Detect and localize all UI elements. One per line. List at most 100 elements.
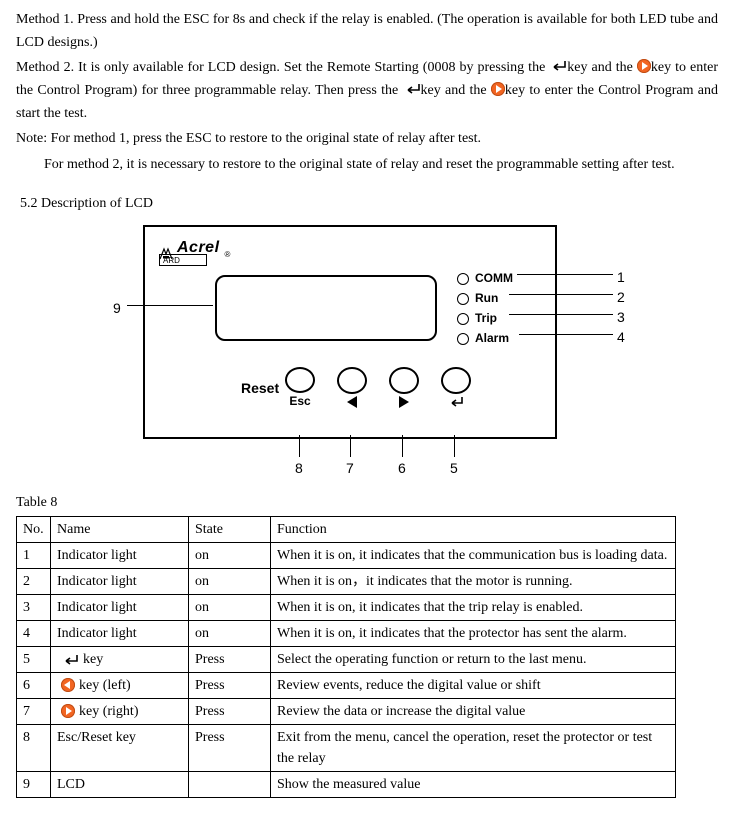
callout-line	[350, 435, 351, 457]
cell-no: 9	[17, 771, 51, 797]
method2-text: Method 2. It is only available for LCD d…	[16, 56, 718, 125]
led-label: Trip	[475, 309, 497, 329]
led-comm: COMM	[457, 269, 513, 289]
cell-name-text: key (left)	[79, 675, 131, 696]
cell-name: Indicator light	[51, 594, 189, 620]
btn-esc-label: Esc	[289, 395, 310, 409]
cell-name: Indicator light	[51, 568, 189, 594]
cell-state: Press	[189, 646, 271, 672]
callout-5: 5	[450, 457, 458, 480]
cell-name-text: key (right)	[79, 701, 138, 722]
lcd-diagram: Acrel ® ARD COMM Run Trip Alarm Reset Es…	[87, 225, 647, 485]
cell-state: on	[189, 620, 271, 646]
cell-func: When it is on, it indicates that the tri…	[271, 594, 676, 620]
led-label: COMM	[475, 269, 513, 289]
m2-d: key and the	[421, 83, 491, 98]
btn-left	[335, 367, 369, 409]
led-group: COMM Run Trip Alarm	[457, 269, 513, 349]
cell-func: Show the measured value	[271, 771, 676, 797]
led-circle-icon	[457, 313, 469, 325]
th-state: State	[189, 516, 271, 542]
callout-6: 6	[398, 457, 406, 480]
cell-func: Review the data or increase the digital …	[271, 698, 676, 724]
cell-no: 1	[17, 542, 51, 568]
callout-7: 7	[346, 457, 354, 480]
callout-line	[454, 435, 455, 457]
note1-text: Note: For method 1, press the ESC to res…	[16, 127, 718, 150]
cell-func: Review events, reduce the digital value …	[271, 672, 676, 698]
callout-line	[509, 314, 613, 315]
table-row: 9LCD Show the measured value	[17, 771, 676, 797]
table-header-row: No. Name State Function	[17, 516, 676, 542]
callout-4: 4	[617, 326, 625, 349]
cell-name: Esc/Reset key	[51, 724, 189, 771]
cell-no: 2	[17, 568, 51, 594]
led-circle-icon	[457, 333, 469, 345]
cell-func: Exit from the menu, cancel the operation…	[271, 724, 676, 771]
led-label: Run	[475, 289, 498, 309]
section-title: 5.2 Description of LCD	[20, 192, 718, 215]
m2-b: key and the	[567, 60, 637, 75]
led-circle-icon	[457, 273, 469, 285]
method1-text: Method 1. Press and hold the ESC for 8s …	[16, 8, 718, 54]
table-row: 2Indicator lightonWhen it is on，it indic…	[17, 568, 676, 594]
play-left-icon	[61, 678, 75, 692]
table-row: 6 key (left) PressReview events, reduce th…	[17, 672, 676, 698]
table-row: 8Esc/Reset keyPressExit from the menu, c…	[17, 724, 676, 771]
enter-key-icon	[61, 653, 79, 665]
table-row: 7 key (right) PressReview the data or incr…	[17, 698, 676, 724]
cell-name: Indicator light	[51, 620, 189, 646]
brand-reg: ®	[225, 248, 231, 261]
btn-circle-icon	[389, 367, 419, 394]
button-row: Esc	[283, 367, 473, 409]
cell-state: Press	[189, 698, 271, 724]
cell-name: key (left)	[51, 672, 189, 698]
table-row: 3Indicator lightonWhen it is on, it indi…	[17, 594, 676, 620]
cell-name: key (right)	[51, 698, 189, 724]
led-label: Alarm	[475, 329, 509, 349]
triangle-right-icon	[399, 396, 409, 409]
cell-name-text: key	[83, 649, 103, 670]
m2-a: Method 2. It is only available for LCD d…	[16, 60, 549, 75]
btn-esc: Esc	[283, 367, 317, 409]
th-func: Function	[271, 516, 676, 542]
cell-func: When it is on, it indicates that the com…	[271, 542, 676, 568]
table-caption: Table 8	[16, 491, 718, 514]
cell-state: on	[189, 568, 271, 594]
cell-no: 7	[17, 698, 51, 724]
cell-no: 6	[17, 672, 51, 698]
callout-line	[517, 274, 613, 275]
enter-key-icon	[549, 58, 567, 70]
led-run: Run	[457, 289, 513, 309]
btn-circle-icon	[285, 367, 315, 393]
cell-func: Select the operating function or return …	[271, 646, 676, 672]
led-trip: Trip	[457, 309, 513, 329]
table-row: 4Indicator lightonWhen it is on, it indi…	[17, 620, 676, 646]
reset-label: Reset	[241, 377, 279, 400]
cell-state: on	[189, 542, 271, 568]
led-circle-icon	[457, 293, 469, 305]
play-right-icon	[61, 704, 75, 718]
th-name: Name	[51, 516, 189, 542]
btn-circle-icon	[441, 367, 471, 394]
btn-enter	[439, 367, 473, 409]
cell-name: Indicator light	[51, 542, 189, 568]
callout-9: 9	[113, 297, 121, 320]
btn-right	[387, 367, 421, 409]
cell-state: Press	[189, 672, 271, 698]
cell-no: 5	[17, 646, 51, 672]
table-row: 1Indicator lightonWhen it is on, it indi…	[17, 542, 676, 568]
enter-key-icon	[403, 81, 421, 93]
cell-state	[189, 771, 271, 797]
device-frame: Acrel ® ARD COMM Run Trip Alarm Reset Es…	[143, 225, 557, 439]
cell-name: LCD	[51, 771, 189, 797]
triangle-left-icon	[347, 396, 357, 409]
enter-icon	[447, 396, 465, 409]
cell-name: key	[51, 646, 189, 672]
cell-no: 8	[17, 724, 51, 771]
lcd-screen	[215, 275, 437, 341]
cell-func: When it is on，it indicates that the moto…	[271, 568, 676, 594]
callout-line	[299, 435, 300, 457]
play-right-icon	[637, 59, 651, 73]
th-no: No.	[17, 516, 51, 542]
